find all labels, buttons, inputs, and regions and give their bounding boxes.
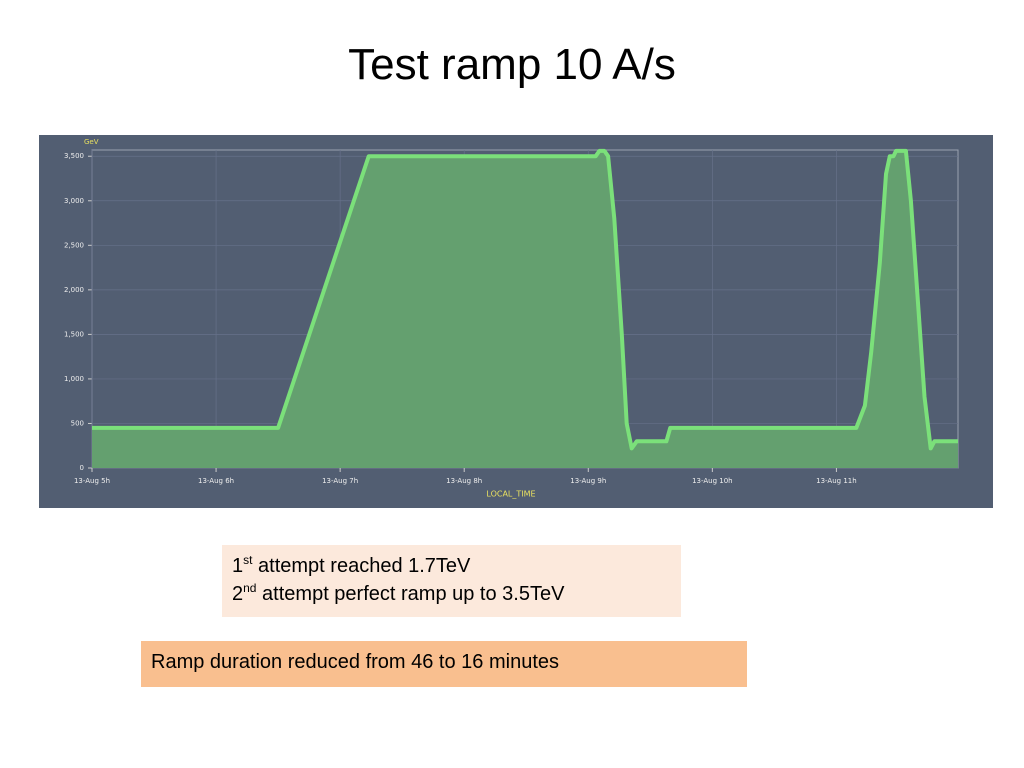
slide-title: Test ramp 10 A/s bbox=[348, 40, 676, 89]
attempts-box: 1st attempt reached 1.7TeV 2nd attempt p… bbox=[222, 545, 681, 617]
ordinal-suffix: nd bbox=[243, 581, 257, 595]
y-tick-label: 2,500 bbox=[64, 241, 84, 249]
ordinal: 2 bbox=[232, 583, 244, 605]
ordinal: 1 bbox=[232, 555, 244, 577]
y-axis-label: GeV bbox=[84, 138, 99, 146]
y-tick-label: 500 bbox=[71, 419, 84, 427]
ordinal-suffix: st bbox=[243, 553, 253, 567]
attempt-text: attempt reached 1.7TeV bbox=[258, 555, 471, 577]
attempt-line: 1st attempt reached 1.7TeV bbox=[232, 551, 671, 581]
x-tick-label: 13-Aug 9h bbox=[570, 477, 606, 485]
x-tick-label: 13-Aug 7h bbox=[322, 477, 358, 485]
attempt-line: 2nd attempt perfect ramp up to 3.5TeV bbox=[232, 579, 671, 609]
line bbox=[92, 148, 958, 451]
x-axis-label: LOCAL_TIME bbox=[486, 490, 535, 499]
duration-box: Ramp duration reduced from 46 to 16 minu… bbox=[141, 641, 747, 687]
y-tick-label: 1,000 bbox=[64, 375, 84, 383]
y-tick-label: 0 bbox=[80, 464, 84, 472]
y-tick-label: 1,500 bbox=[64, 330, 84, 338]
y-tick-label: 3,000 bbox=[64, 197, 84, 205]
area bbox=[92, 150, 958, 468]
x-tick-label: 13-Aug 6h bbox=[198, 477, 234, 485]
attempt-text: attempt perfect ramp up to 3.5TeV bbox=[262, 583, 565, 605]
x-tick-label: 13-Aug 10h bbox=[692, 477, 733, 485]
x-tick-label: 13-Aug 8h bbox=[446, 477, 482, 485]
y-tick-label: 3,500 bbox=[64, 152, 84, 160]
x-tick-label: 13-Aug 5h bbox=[74, 477, 110, 485]
x-tick-label: 13-Aug 11h bbox=[816, 477, 857, 485]
y-tick-label: 2,000 bbox=[64, 286, 84, 294]
